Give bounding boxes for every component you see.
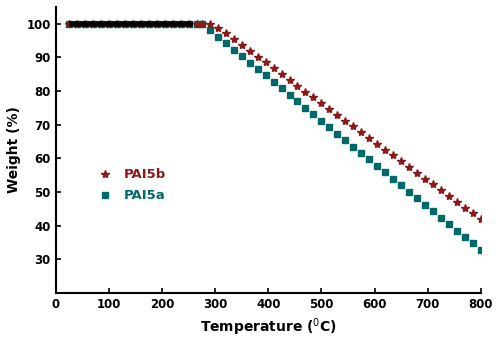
Legend: PAI5b, PAI5a: PAI5b, PAI5a [88, 165, 170, 206]
X-axis label: Temperature ($^{0}$C): Temperature ($^{0}$C) [200, 316, 336, 338]
Y-axis label: Weight (%): Weight (%) [7, 107, 21, 194]
